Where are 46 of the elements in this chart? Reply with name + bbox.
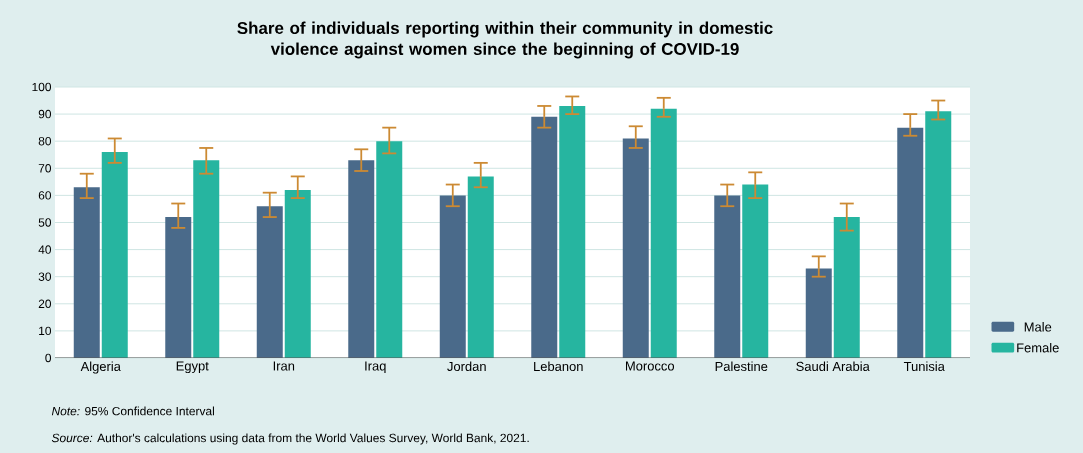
bar [284, 189, 311, 358]
y-tick-label: 50 [38, 218, 52, 227]
bar [559, 105, 586, 358]
y-tick-label: 10 [39, 326, 52, 336]
legend-label: Male [1024, 322, 1052, 332]
x-tick-label: Algeria [80, 361, 121, 374]
x-tick-label: Saudi Arabia [796, 361, 870, 372]
x-tick-label: Tunisia [903, 361, 945, 372]
y-tick-label: 30 [38, 272, 52, 281]
bar [897, 127, 924, 358]
bar [376, 141, 403, 358]
bar [348, 160, 375, 358]
y-tick-label: 20 [38, 299, 52, 309]
text: Source: Author's calculations using data from the World Values Survey, World Bank, 2021. [51, 433, 529, 445]
x-tick-label: Iraq [365, 361, 386, 374]
x-tick-label: Iran [273, 361, 295, 371]
y-tick-label: 90 [38, 109, 52, 119]
y-tick-label: 0 [45, 353, 52, 363]
text: Note: 95% Confidence Interval [51, 406, 214, 416]
bar [833, 217, 860, 358]
y-tick-label: 60 [38, 191, 52, 200]
bar [165, 217, 192, 358]
bar [742, 184, 769, 358]
x-tick-label: Egypt [176, 361, 209, 374]
x-tick-label: Morocco [625, 361, 675, 371]
bar [714, 195, 741, 358]
bar [193, 160, 220, 358]
bar [650, 108, 677, 358]
y-tick-label: 40 [38, 245, 52, 254]
x-tick-label: Jordan [447, 361, 486, 372]
y-tick-label: 70 [38, 164, 52, 173]
y-tick-label: 80 [38, 136, 52, 146]
x-tick-label: Lebanon [534, 361, 583, 372]
bar [439, 195, 466, 358]
x-tick-label: Palestine [715, 361, 768, 372]
bar [256, 206, 283, 358]
legend-label: Female [1017, 342, 1059, 353]
chart-title: Share of individuals reporting within their community in domestic violence against women since the beginning of COVID-19 [237, 21, 773, 59]
bar [467, 176, 494, 358]
bar [531, 116, 558, 358]
bar [101, 152, 128, 358]
bar [73, 187, 100, 358]
y-tick-label: 100 [32, 82, 52, 92]
bar [622, 138, 649, 358]
bar [925, 111, 952, 358]
bar [805, 268, 832, 358]
